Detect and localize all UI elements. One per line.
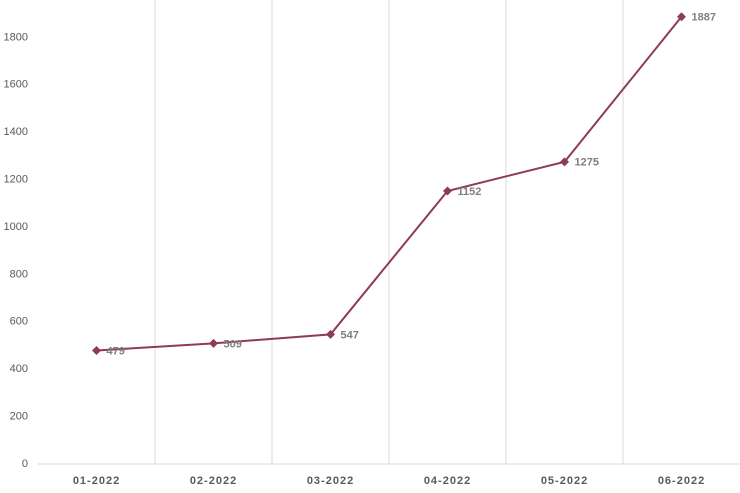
y-tick-label: 1400 (4, 126, 28, 138)
y-tick-label: 800 (10, 268, 28, 280)
y-tick-label: 1000 (4, 221, 28, 233)
x-tick-label: 04-2022 (424, 475, 471, 487)
marker (209, 338, 218, 348)
y-tick-label: 400 (10, 363, 28, 375)
value-label: 509 (224, 338, 242, 350)
marker (443, 186, 452, 196)
y-tick-label: 1600 (4, 79, 28, 91)
x-tick-label: 05-2022 (541, 475, 588, 487)
x-tick-label: 01-2022 (73, 475, 120, 487)
marker (326, 329, 335, 339)
marker (677, 12, 686, 22)
x-tick-label: 03-2022 (307, 475, 354, 487)
value-label: 1275 (575, 157, 599, 169)
marker (560, 157, 569, 167)
y-tick-label: 1800 (4, 31, 28, 43)
y-tick-label: 1200 (4, 174, 28, 186)
value-label: 479 (107, 345, 125, 357)
line (96, 16, 683, 352)
x-tick-label: 06-2022 (658, 475, 705, 487)
value-label: 1887 (692, 12, 716, 24)
value-label: 1152 (458, 186, 482, 198)
y-tick-label: 0 (22, 458, 28, 470)
y-tick-label: 200 (10, 411, 28, 423)
value-label: 547 (341, 329, 359, 341)
x-tick-label: 02-2022 (190, 475, 237, 487)
marker (92, 345, 101, 355)
y-tick-label: 600 (10, 316, 28, 328)
